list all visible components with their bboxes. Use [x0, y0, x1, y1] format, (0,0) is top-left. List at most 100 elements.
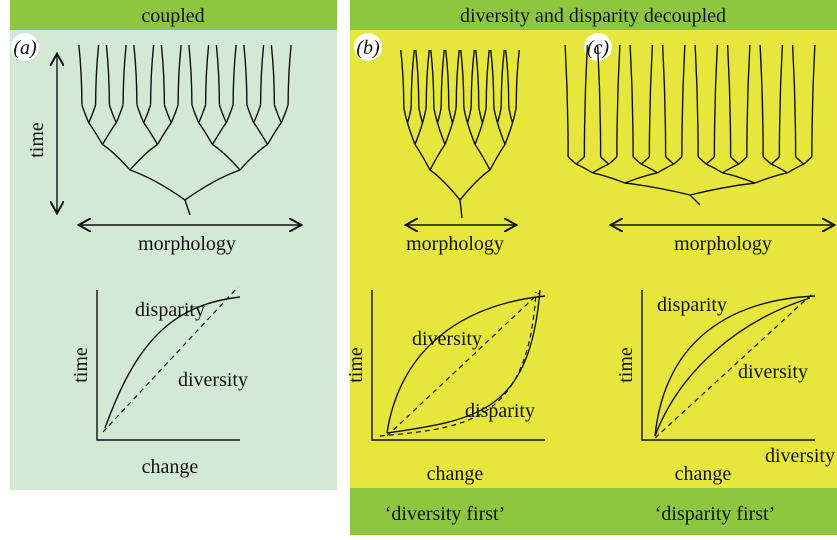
branch — [246, 104, 255, 124]
branch — [762, 156, 772, 165]
panel-label: (b) — [356, 37, 380, 59]
branch — [657, 163, 675, 174]
branch — [102, 143, 131, 171]
branch — [722, 163, 740, 174]
branch — [564, 44, 569, 157]
branch — [122, 44, 127, 105]
branch — [253, 104, 262, 124]
branch — [738, 156, 748, 165]
branch — [101, 122, 117, 145]
branch — [475, 49, 480, 105]
branch — [705, 163, 723, 174]
branch — [406, 122, 416, 145]
branch — [440, 49, 445, 105]
branch — [505, 49, 510, 105]
axis-label: change — [427, 463, 484, 485]
branch — [108, 104, 117, 124]
header: diversity and disparity decoupled — [460, 5, 726, 27]
branch — [459, 199, 463, 219]
branch — [504, 122, 514, 145]
branch — [204, 44, 210, 105]
branch — [88, 104, 97, 124]
branch — [759, 44, 764, 157]
branch — [697, 156, 707, 165]
branch — [803, 156, 813, 165]
branch — [160, 44, 166, 105]
branch — [451, 104, 457, 124]
branch — [665, 156, 675, 165]
branch — [592, 163, 610, 174]
branch — [448, 104, 454, 124]
branch — [496, 122, 506, 145]
branch — [616, 44, 621, 157]
branch — [787, 163, 805, 174]
branch — [681, 44, 686, 157]
branch — [414, 144, 431, 171]
branch — [575, 163, 593, 174]
branch — [418, 104, 424, 124]
branch — [583, 44, 589, 157]
branch — [640, 163, 658, 174]
branch — [429, 144, 446, 171]
curve-label: disparity — [465, 400, 535, 422]
branch — [730, 156, 740, 165]
axis-label: time — [345, 347, 367, 383]
panel-a-bg — [10, 0, 337, 490]
branch — [746, 44, 751, 157]
branch — [770, 156, 780, 165]
branch — [689, 194, 701, 206]
header-bar — [10, 0, 337, 30]
branch — [460, 49, 465, 105]
branch — [170, 104, 179, 124]
branch — [105, 44, 111, 105]
axis-label: change — [142, 456, 199, 478]
branch — [629, 44, 634, 157]
header: coupled — [141, 5, 204, 27]
branch — [661, 44, 667, 157]
curve — [654, 297, 811, 437]
curve-label: diversity — [765, 445, 835, 467]
branch — [466, 122, 476, 145]
branch — [156, 122, 172, 145]
branch — [280, 104, 289, 124]
branch — [425, 49, 430, 105]
curve-label: diversity — [738, 361, 808, 383]
branch — [191, 104, 200, 124]
branch — [689, 182, 756, 196]
branch — [673, 156, 683, 165]
branch — [485, 49, 490, 105]
branch — [287, 44, 292, 105]
graph-axes — [641, 290, 815, 441]
branch — [445, 49, 450, 105]
curve — [379, 291, 537, 437]
branch — [478, 104, 484, 124]
branch — [149, 44, 155, 105]
branch — [94, 44, 100, 105]
branch — [770, 163, 788, 174]
branch — [410, 49, 415, 105]
branch — [470, 49, 475, 105]
branch — [225, 104, 234, 124]
branch — [632, 156, 642, 165]
branch — [433, 104, 439, 124]
curve-label: diversity — [412, 328, 482, 350]
branch — [493, 104, 499, 124]
branch — [592, 172, 626, 184]
axis-label: time — [26, 122, 48, 158]
branch — [421, 104, 427, 124]
branch — [455, 49, 460, 105]
graph-axes — [96, 290, 240, 441]
branch — [444, 122, 454, 145]
label-bg — [11, 33, 39, 61]
branch — [253, 122, 269, 145]
branch — [474, 144, 491, 171]
branch — [198, 104, 207, 124]
branch — [648, 44, 654, 157]
branch — [511, 104, 517, 124]
branch — [436, 104, 442, 124]
branch — [600, 156, 610, 165]
branch — [481, 104, 487, 124]
curve-label: disparity — [657, 294, 727, 316]
branch — [791, 44, 797, 157]
